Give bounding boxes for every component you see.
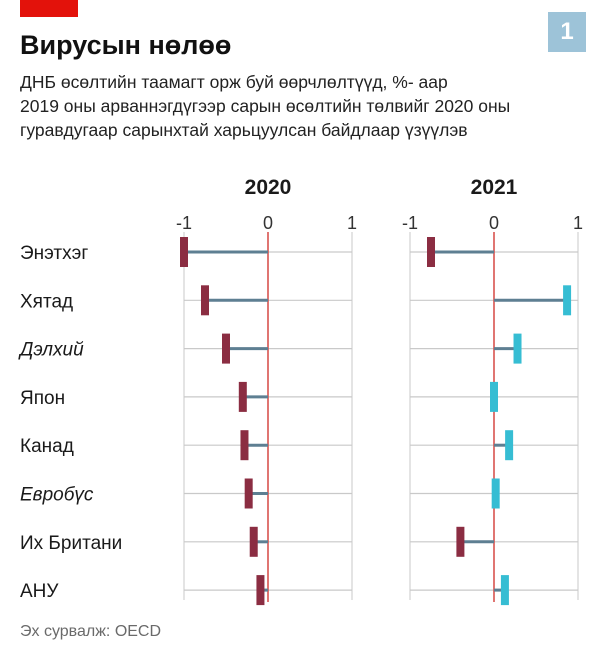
bar-marker [491, 478, 500, 509]
chart-title: Вирусын нөлөө [20, 30, 232, 60]
x-tick-label: 0 [263, 213, 273, 233]
x-tick-label: -1 [176, 213, 192, 233]
bar-marker [244, 478, 253, 509]
x-tick-label: 1 [573, 213, 583, 233]
bar-marker [249, 526, 258, 557]
bar-marker [201, 285, 209, 316]
bar-marker [222, 333, 230, 364]
bar-marker [180, 237, 188, 267]
category-label: Хятад [20, 291, 73, 312]
category-label: Канад [20, 436, 74, 457]
x-tick-label: 1 [347, 213, 357, 233]
source-note: Эх сурвалж: OECD [20, 623, 162, 640]
category-label: АНУ [20, 581, 59, 602]
category-label: Дэлхий [18, 340, 84, 361]
category-label: Евробүс [20, 485, 94, 506]
brand-accent-bar [20, 0, 78, 17]
bar-marker [500, 575, 509, 606]
bar-marker [563, 285, 572, 316]
bar-marker [513, 333, 522, 364]
bar-marker [238, 381, 247, 412]
x-tick-label: 0 [489, 213, 499, 233]
category-label: Япон [20, 388, 65, 409]
bar-marker [256, 575, 265, 606]
bar-marker [456, 526, 465, 557]
panel-title: 2021 [471, 176, 518, 199]
bar-marker [505, 430, 514, 461]
bar-marker [427, 237, 435, 267]
chart-subtitle: ДНБ өсөлтийн таамагт орж буй өөрчлөлтүүд… [20, 70, 590, 142]
bar-marker [240, 430, 249, 461]
bar-marker [490, 381, 498, 412]
panel-title: 2020 [245, 176, 292, 199]
category-label: Энэтхэг [20, 243, 88, 264]
subtitle-line-2: 2019 оны арваннэгдүгээр сарын өсөлтийн т… [20, 96, 511, 116]
x-tick-label: -1 [402, 213, 418, 233]
chart-number-badge: 1 [548, 12, 586, 52]
category-label: Их Британи [20, 533, 122, 554]
subtitle-line-1: ДНБ өсөлтийн таамагт орж буй өөрчлөлтүүд… [20, 72, 448, 92]
subtitle-line-3: гуравдугаар сарынхтай харьцуулсан байдла… [20, 120, 468, 140]
